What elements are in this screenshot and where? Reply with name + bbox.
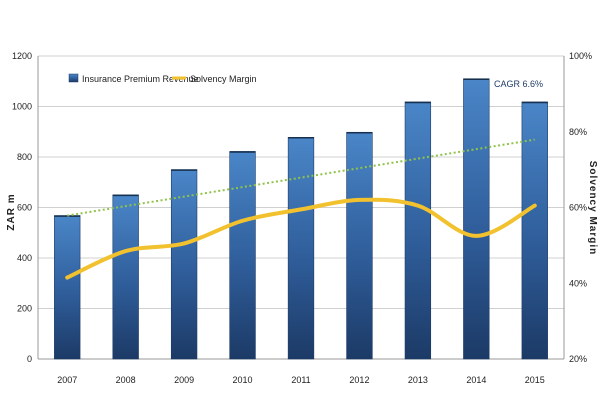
y-tick-label-left: 0 <box>27 354 32 364</box>
x-tick-label: 2007 <box>57 375 77 385</box>
bar <box>112 194 139 360</box>
x-tick-label: 2014 <box>466 375 486 385</box>
x-tick-label: 2012 <box>349 375 369 385</box>
x-tick-label: 2015 <box>525 375 545 385</box>
bar <box>404 101 432 360</box>
bar-series <box>54 78 548 360</box>
y-axis-title-left: ZAR m <box>6 193 17 230</box>
bar <box>346 131 373 360</box>
y-tick-label-left: 1000 <box>12 102 32 112</box>
legend-swatch-bar <box>68 73 79 83</box>
y-tick-label-left: 400 <box>17 253 32 263</box>
x-tick-label: 2009 <box>174 375 194 385</box>
y-tick-label-right: 80% <box>569 127 587 137</box>
bar <box>287 137 315 360</box>
cagr-annotation: CAGR 6.6% <box>494 79 543 89</box>
bar <box>521 101 548 360</box>
legend: Insurance Premium Revenue Solvency Margi… <box>68 73 257 84</box>
y-tick-label-right: 100% <box>569 51 592 61</box>
y-tick-label-left: 1200 <box>12 51 32 61</box>
y-tick-label-right: 20% <box>569 354 587 364</box>
y-tick-label-left: 600 <box>17 203 32 213</box>
legend-label-bar: Insurance Premium Revenue <box>82 74 199 84</box>
bar <box>463 78 490 360</box>
y-tick-label-right: 60% <box>569 203 587 213</box>
y-axis-title-right: Solvency Margin <box>587 161 598 255</box>
x-tick-label: 2013 <box>408 375 428 385</box>
bar <box>54 215 81 360</box>
y-tick-label-left: 200 <box>17 304 32 314</box>
x-tick-label: 2010 <box>233 375 253 385</box>
x-tick-label: 2008 <box>116 375 136 385</box>
bar <box>170 169 198 360</box>
tick-labels: 0 200 400 600 800 1000 1200 20% 40% 60% 80% 100% 200… <box>12 51 592 385</box>
y-tick-label-right: 40% <box>569 278 587 288</box>
legend-label-line: Solvency Margin <box>190 74 257 84</box>
bar <box>229 151 256 360</box>
y-tick-label-left: 800 <box>17 152 32 162</box>
solvency-margin-line <box>65 197 537 280</box>
x-tick-label: 2011 <box>291 375 310 385</box>
solvency-line-series <box>65 197 537 280</box>
